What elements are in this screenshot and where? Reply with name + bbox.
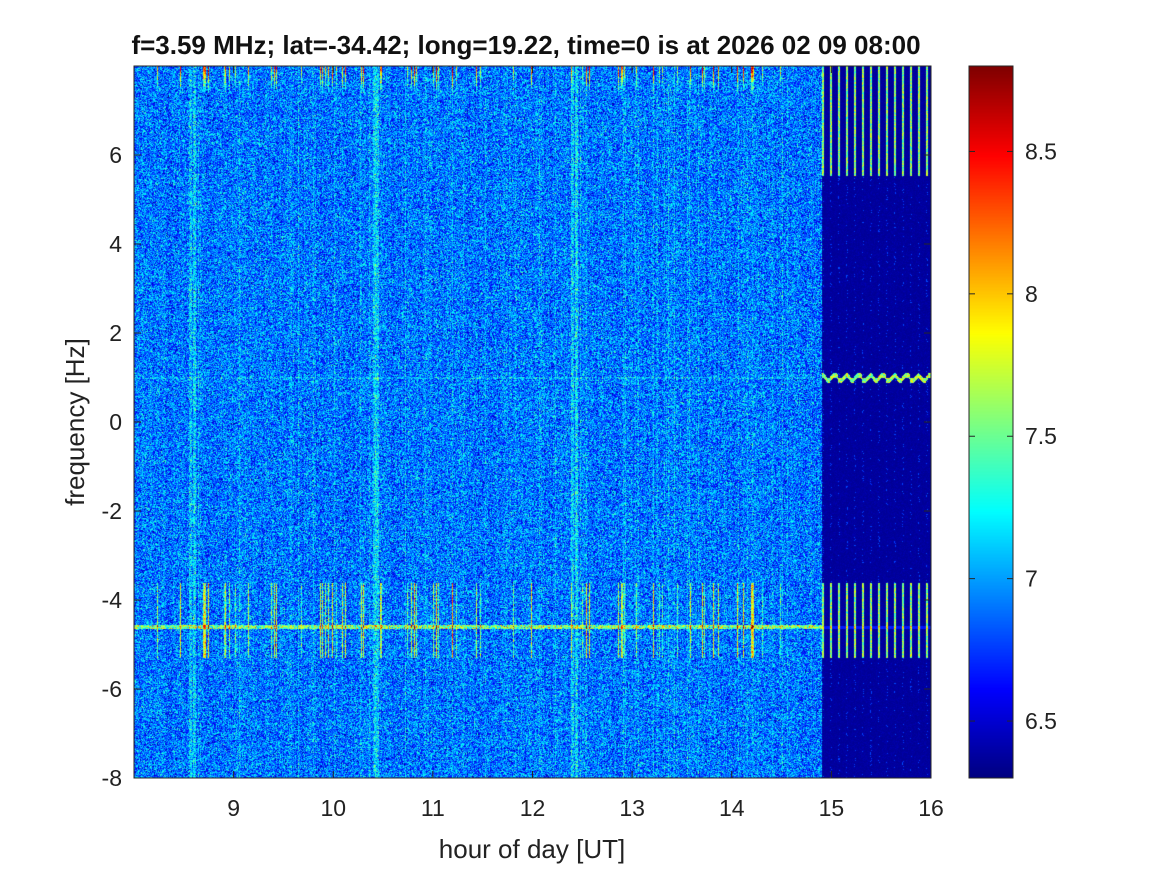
- x-tick-label: 12: [520, 795, 546, 821]
- x-tick-label: 10: [320, 795, 346, 821]
- y-tick-label: -2: [102, 498, 122, 524]
- y-tick-label: -6: [102, 676, 122, 702]
- x-tick-label: 13: [619, 795, 645, 821]
- colorbar-ticks: 6.5 7 7.5 8 8.5: [969, 138, 1057, 734]
- y-tick-label: -8: [102, 765, 122, 791]
- colorbar-tick-label: 7: [1025, 566, 1038, 592]
- y-tick-label: -4: [102, 587, 123, 613]
- x-axis: 9 10 11 12 13 14 15 16: [227, 66, 944, 821]
- y-tick-label: 2: [109, 320, 122, 346]
- x-tick-label: 15: [819, 795, 845, 821]
- colorbar-frame: [968, 65, 1014, 779]
- y-tick-label: 6: [109, 142, 122, 168]
- colorbar-tick-label: 6.5: [1025, 708, 1057, 734]
- colorbar-gradient: [969, 66, 1013, 778]
- y-axis: -8 -6 -4 -2 0 2 4 6: [102, 142, 931, 791]
- y-tick-label: 4: [109, 231, 122, 257]
- spectrogram-heatmap: [134, 66, 931, 778]
- plot-area: [133, 65, 932, 779]
- colorbar-tick-label: 8.5: [1025, 138, 1057, 164]
- y-tick-label: 0: [109, 409, 122, 435]
- x-tick-label: 16: [918, 795, 944, 821]
- x-tick-label: 11: [421, 795, 445, 821]
- chart-title: f=3.59 MHz; lat=-34.42; long=19.22, time…: [131, 30, 920, 60]
- colorbar-tick-label: 8: [1025, 281, 1038, 307]
- colorbar-tick-label: 7.5: [1025, 423, 1057, 449]
- x-tick-label: 14: [719, 795, 745, 821]
- colorbar: 6.5 7 7.5 8 8.5: [968, 65, 1057, 779]
- x-axis-label: hour of day [UT]: [439, 834, 625, 864]
- y-axis-label: frequency [Hz]: [60, 338, 90, 506]
- x-tick-label: 9: [227, 795, 240, 821]
